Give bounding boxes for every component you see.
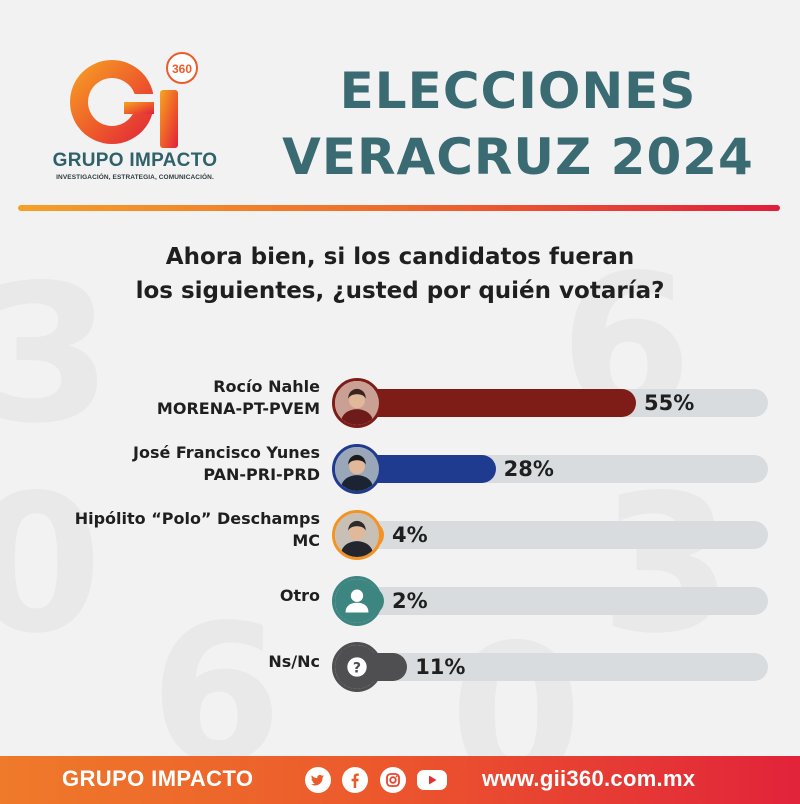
party-name: PAN-PRI-PRD (203, 465, 320, 484)
value-label: 28% (503, 457, 554, 481)
candidate-label: Rocío Nahle MORENA-PT-PVEM (0, 376, 320, 420)
footer-brand: GRUPO IMPACTO (62, 766, 254, 791)
bar-track (350, 389, 768, 417)
bar-track (350, 455, 768, 483)
question-line-1: Ahora bien, si los candidatos fueran (165, 244, 635, 270)
candidate-name: José Francisco Yunes (133, 443, 320, 462)
value-label: 11% (415, 655, 466, 679)
candidate-photo (335, 381, 379, 425)
logo-badge: 360 (172, 62, 192, 76)
party-name: MC (292, 531, 320, 550)
question-mark-icon: ? (335, 645, 379, 689)
youtube-icon[interactable] (416, 767, 448, 793)
twitter-icon[interactable] (305, 767, 331, 793)
question-mark-icon: ? (332, 642, 382, 692)
question-line-2: los siguientes, ¿usted por quién votaría… (135, 278, 665, 304)
svg-text:?: ? (353, 660, 361, 676)
chart-row: Rocío Nahle MORENA-PT-PVEM 55% (0, 370, 800, 436)
instagram-icon[interactable] (380, 767, 406, 793)
gi360-logo-mark: 360 (70, 52, 198, 148)
chart-row: Ns/Nc 11%? (0, 634, 800, 700)
survey-question: Ahora bien, si los candidatos fueran los… (60, 240, 740, 308)
chart-row: Hipólito “Polo” Deschamps MC 4% (0, 502, 800, 568)
vote-intention-chart: Rocío Nahle MORENA-PT-PVEM 55% José Francis… (0, 370, 800, 710)
bar-track (350, 653, 768, 681)
value-label: 55% (644, 391, 695, 415)
value-label: 2% (392, 589, 428, 613)
bar (350, 389, 636, 417)
logo-tagline: INVESTIGACIÓN, ESTRATEGIA, COMUNICACIÓN. (56, 174, 214, 181)
person-icon (335, 579, 379, 623)
logo-name: GRUPO IMPACTO (52, 150, 218, 171)
candidate-label: José Francisco Yunes PAN-PRI-PRD (0, 442, 320, 486)
candidate-photo (335, 513, 379, 557)
title-line-1: ELECCIONES (339, 62, 697, 120)
candidate-label: Hipólito “Polo” Deschamps MC (0, 508, 320, 552)
candidate-name: Otro (279, 586, 320, 605)
candidate-label: Otro (0, 585, 320, 607)
title-line-2: VERACRUZ 2024 (282, 128, 754, 186)
facebook-icon[interactable] (342, 767, 368, 793)
candidate-avatar (332, 378, 382, 428)
candidate-name: Rocío Nahle (213, 377, 320, 396)
candidate-avatar (332, 444, 382, 494)
gradient-divider (18, 205, 780, 211)
candidate-name: Ns/Nc (268, 652, 320, 671)
website-link[interactable]: www.gii360.com.mx (482, 766, 696, 791)
page-title: ELECCIONES VERACRUZ 2024 (258, 58, 778, 190)
chart-row: José Francisco Yunes PAN-PRI-PRD 28% (0, 436, 800, 502)
candidate-photo (335, 447, 379, 491)
person-icon (332, 576, 382, 626)
footer-bar: GRUPO IMPACTO www.gii360.com.mx (0, 756, 800, 804)
candidate-label: Ns/Nc (0, 651, 320, 673)
party-name: MORENA-PT-PVEM (156, 399, 320, 418)
grupo-impacto-logo: 360 GRUPO IMPACTO INVESTIGACIÓN, ESTRATE… (40, 40, 230, 190)
candidate-name: Hipólito “Polo” Deschamps (74, 509, 320, 528)
value-label: 4% (392, 523, 428, 547)
chart-row: Otro 2% (0, 568, 800, 634)
candidate-avatar (332, 510, 382, 560)
